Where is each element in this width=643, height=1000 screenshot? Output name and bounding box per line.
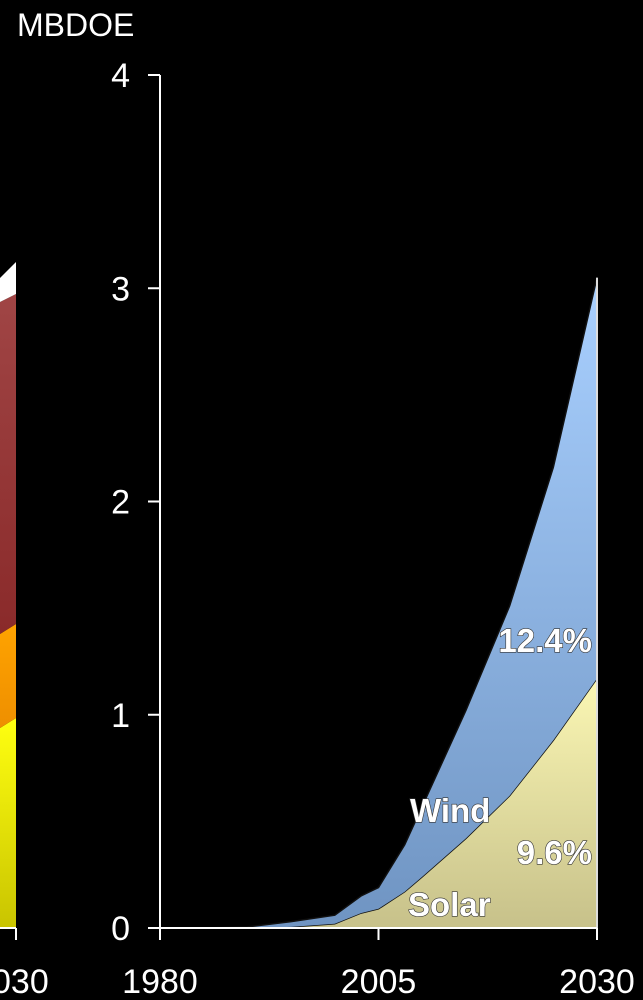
left-orange-area: [0, 624, 16, 728]
area-solar: [160, 678, 597, 928]
y-tick-label: 3: [111, 270, 130, 308]
y-tick-label: 2: [111, 484, 130, 522]
axes-group: 0 1 2 3 4 1980 2005 2030: [111, 57, 635, 1000]
unit-label: MBDOE: [17, 7, 134, 43]
y-tick-label: 4: [111, 57, 130, 95]
y-tick-label: 1: [111, 697, 130, 735]
left-white-area: [0, 262, 16, 302]
left-red-area: [0, 294, 16, 634]
x-tick-label: 2005: [341, 963, 417, 1000]
y-tick-label: 0: [111, 910, 130, 948]
area-labels-group: 12.4% Wind 9.6% Solar: [407, 621, 592, 923]
x-tick-label: 2030: [559, 963, 635, 1000]
left-clipped-tick-label: 030: [0, 963, 49, 1000]
solar-name-label: Solar: [408, 886, 491, 923]
area-series-group: [160, 277, 598, 929]
left-yellow-area: [0, 718, 16, 928]
left-partial-chart: 030: [0, 262, 49, 1000]
wind-name-label: Wind: [410, 792, 490, 829]
x-tick-label: 1980: [122, 963, 198, 1000]
solar-growth-label: 9.6%: [517, 834, 592, 871]
area-edge-wind: [160, 277, 598, 929]
wind-growth-label: 12.4%: [498, 622, 592, 659]
area-wind: [160, 277, 597, 929]
